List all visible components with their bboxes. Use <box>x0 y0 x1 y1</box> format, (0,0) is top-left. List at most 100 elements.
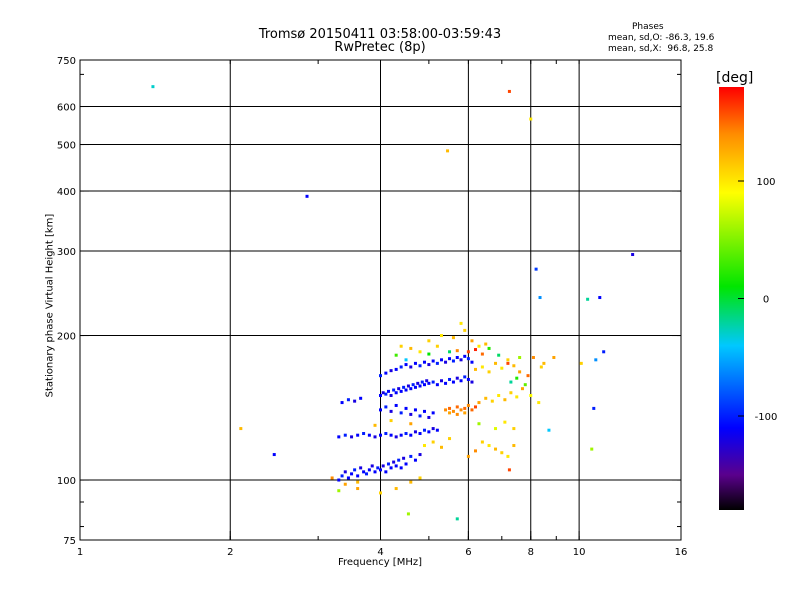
data-point <box>487 444 491 448</box>
data-point <box>399 344 403 348</box>
data-point <box>448 406 452 410</box>
data-point <box>399 433 403 437</box>
data-point <box>480 365 484 369</box>
data-point <box>470 408 474 412</box>
colorbar-unit-label: [deg] <box>716 70 754 86</box>
data-point <box>343 433 347 437</box>
data-point <box>399 466 403 470</box>
data-point <box>386 389 390 393</box>
chart-title: Tromsø 20150411 03:58:00-03:59:43 <box>258 27 502 42</box>
x-tick-label: 1 <box>77 547 83 558</box>
data-point <box>413 408 417 412</box>
data-point <box>451 409 455 413</box>
y-tick-label: 750 <box>57 56 76 67</box>
data-point <box>529 117 533 121</box>
data-point <box>402 456 406 460</box>
data-point <box>579 361 583 365</box>
data-point <box>413 385 417 389</box>
data-point <box>418 476 422 480</box>
data-point <box>379 408 382 412</box>
data-point <box>538 296 542 300</box>
data-point <box>397 387 401 391</box>
data-point <box>455 355 459 359</box>
x-tick-label: 8 <box>528 547 534 558</box>
data-point <box>487 346 491 350</box>
data-point <box>509 380 513 384</box>
data-point <box>509 391 513 395</box>
data-point <box>448 350 452 354</box>
data-point <box>500 451 504 455</box>
data-point <box>409 433 413 437</box>
data-point <box>392 388 396 392</box>
data-point <box>435 428 439 432</box>
data-point <box>466 357 470 361</box>
data-point <box>451 359 455 363</box>
data-point <box>399 411 403 415</box>
data-point <box>413 430 417 434</box>
data-point <box>427 352 431 356</box>
data-point <box>487 370 491 374</box>
data-point <box>394 487 398 491</box>
data-point <box>409 454 413 458</box>
data-point <box>515 376 519 380</box>
data-point <box>397 458 401 462</box>
data-point <box>473 449 477 453</box>
data-point <box>346 398 350 402</box>
data-point <box>353 468 357 472</box>
data-point <box>431 359 435 363</box>
axes-layer: 1 2 4 6 8 10 16 75 100 200 300 400 500 600 750 <box>57 56 687 558</box>
data-point <box>386 462 390 466</box>
data-point <box>392 460 396 464</box>
data-point <box>389 394 393 398</box>
data-point <box>526 374 530 378</box>
data-point <box>531 355 535 359</box>
data-point <box>422 409 426 413</box>
data-point <box>420 380 424 384</box>
data-point <box>409 346 413 350</box>
data-point <box>422 383 426 387</box>
data-point <box>552 355 556 359</box>
data-point <box>440 358 444 362</box>
data-point <box>494 361 498 365</box>
data-point <box>422 428 426 432</box>
data-point <box>389 419 393 423</box>
data-point <box>497 394 501 398</box>
data-point <box>394 464 398 468</box>
data-point <box>384 405 388 409</box>
data-point <box>431 380 435 384</box>
data-point <box>367 468 371 472</box>
data-point <box>440 379 444 383</box>
data-point <box>451 380 455 384</box>
data-point <box>431 427 435 431</box>
data-point <box>515 395 519 399</box>
data-point <box>459 408 463 412</box>
data-point <box>362 432 366 436</box>
data-point <box>507 468 511 472</box>
data-point <box>520 387 524 391</box>
data-point <box>343 482 347 486</box>
data-point <box>494 447 498 451</box>
data-point <box>379 468 382 472</box>
y-tick-label: 600 <box>57 103 76 114</box>
data-point <box>340 401 344 405</box>
data-point <box>451 336 455 340</box>
points-layer <box>151 85 635 521</box>
data-point <box>379 491 382 495</box>
data-point <box>463 411 467 415</box>
data-point <box>444 381 448 385</box>
grid-layer <box>80 60 681 540</box>
data-point <box>537 401 541 405</box>
stats-o-mode: mean, sd,O: -86.3, 19.6 <box>608 33 715 43</box>
data-point <box>455 376 459 380</box>
data-point <box>448 357 452 361</box>
data-point <box>373 435 377 439</box>
data-point <box>305 194 309 198</box>
data-point <box>503 398 507 402</box>
data-point <box>404 432 408 436</box>
data-point <box>404 388 408 392</box>
data-point <box>356 474 360 478</box>
data-point <box>466 377 470 381</box>
data-point <box>356 433 360 437</box>
data-point <box>418 432 422 436</box>
